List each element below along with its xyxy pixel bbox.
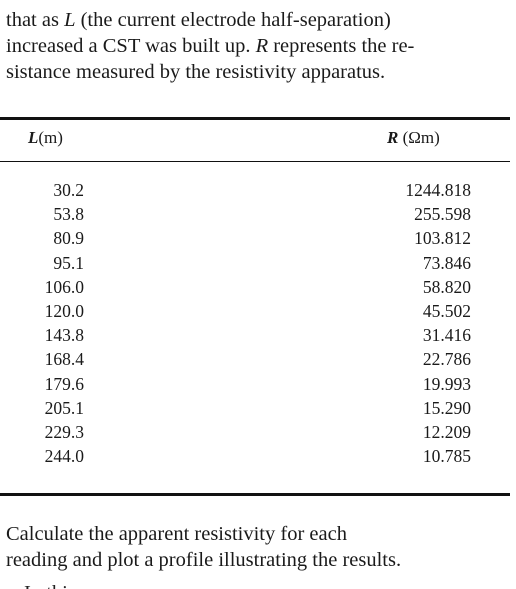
resistance-cell: 15.290 (422, 397, 471, 418)
header-resistance-unit: (Ωm) (402, 128, 440, 147)
length-cell: 179.6 (44, 373, 84, 394)
column-resistance-values: 1244.818 255.598 103.812 73.846 58.820 4… (376, 178, 471, 468)
length-cell: 229.3 (44, 422, 84, 443)
exercise-line-1: Calculate the apparent resistivity for e… (6, 523, 347, 545)
resistance-cell: 1244.818 (405, 180, 471, 200)
table-top-rule (0, 117, 510, 120)
resistance-cell: 103.812 (414, 228, 471, 249)
cut-off-next-line: In this (24, 580, 144, 589)
resistance-cell: 31.416 (422, 325, 471, 346)
length-cell: 205.1 (44, 397, 84, 418)
resistance-cell: 73.846 (422, 252, 471, 273)
resistance-cell: 22.786 (422, 349, 471, 370)
length-cell: 120.0 (44, 301, 84, 322)
header-length-unit: (m) (38, 128, 63, 147)
header-length: L(m) (28, 128, 63, 148)
column-length-values: 30.2 53.8 80.9 95.1 106.0 120.0 143.8 16… (30, 178, 84, 468)
resistance-cell: 58.820 (422, 276, 471, 297)
length-cell: 244.0 (44, 446, 84, 467)
exercise-line-2: reading and plot a profile illustrating … (6, 549, 402, 571)
intro-paragraph: that as L (the current electrode half-se… (6, 7, 506, 85)
table-header-rule (0, 161, 510, 163)
length-cell: 53.8 (53, 204, 84, 225)
length-cell: 80.9 (53, 228, 84, 249)
length-cell: 168.4 (44, 349, 84, 370)
exercise-paragraph: Calculate the apparent resistivity for e… (6, 521, 506, 573)
intro-line-3: sistance measured by the resistivity app… (6, 61, 386, 83)
resistance-cell: 10.785 (422, 446, 471, 467)
table-bottom-rule (0, 493, 510, 496)
resistance-cell: 45.502 (422, 301, 471, 322)
intro-line-2: increased a CST was built up. R represen… (6, 35, 415, 57)
header-resistance: R (Ωm) (387, 128, 440, 148)
header-length-symbol: L (28, 128, 39, 147)
resistance-cell: 12.209 (422, 422, 471, 443)
header-resistance-symbol: R (387, 128, 399, 147)
intro-line-1: that as L (the current electrode half-se… (6, 9, 391, 31)
resistance-cell: 255.598 (414, 204, 471, 225)
length-cell: 106.0 (44, 276, 84, 297)
length-cell: 30.2 (53, 180, 84, 200)
length-cell: 143.8 (44, 325, 84, 346)
resistance-cell: 19.993 (422, 373, 471, 394)
length-cell: 95.1 (53, 252, 84, 273)
